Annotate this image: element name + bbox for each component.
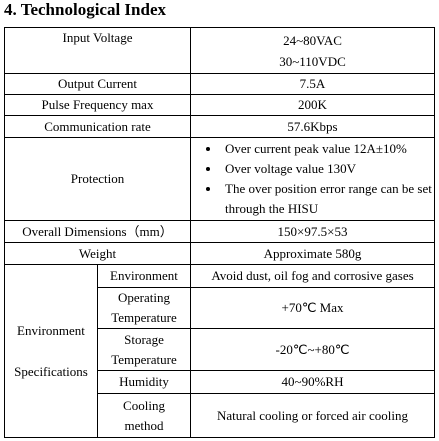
label-cell: Communication rate [4,115,191,138]
value-cell: 40~90%RH [190,370,435,394]
section-title: 4. Technological Index [4,0,167,19]
bullet-list: Over current peak value 12A±10% Over vol… [193,139,432,219]
label-cell: Storage Temperature [97,328,191,371]
bullet: Over voltage value 130V [221,159,432,179]
label-cell: Input Voltage [4,27,191,74]
row: Protection Over current peak value 12A±1… [4,137,435,221]
value: 30~110VDC [279,53,346,69]
row: Operating Temperature +70℃ Max [5,287,435,329]
row: Output Current 7.5A [4,73,435,95]
label: Input Voltage [62,30,133,45]
label-cell: Overall Dimensions（mm） [4,220,191,243]
row: Input Voltage 24~80VAC 30~110VDC [4,27,435,74]
group-label-cell: Environment Specifications [4,264,98,438]
row: Environment Specifications Environment A… [4,264,435,438]
value-cell: Over current peak value 12A±10% Over vol… [190,137,435,221]
label-cell: Cooling method [97,393,191,438]
label-cell: Pulse Frequency max [4,94,191,116]
row: Storage Temperature -20℃~+80℃ [5,328,435,371]
value-cell: 200K [190,94,435,116]
label-cell: Protection [4,137,191,221]
label-cell: Operating Temperature [97,287,191,329]
row: Humidity 40~90%RH [5,370,435,394]
value-cell: Approximate 580g [190,242,435,265]
label-cell: Humidity [97,370,191,394]
value-cell: 24~80VAC 30~110VDC [190,27,435,74]
group-label: Specifications [14,364,88,379]
row: Cooling method Natural cooling or forced… [5,393,435,438]
bullet: Over current peak value 12A±10% [221,139,432,159]
value-cell: +70℃ Max [190,287,435,329]
value-cell: 57.6Kbps [190,115,435,138]
value-cell: 7.5A [190,73,435,95]
spec-table: Input Voltage 24~80VAC 30~110VDC Output C… [4,27,435,438]
label-cell: Output Current [4,73,191,95]
value-cell: -20℃~+80℃ [190,328,435,371]
row: Pulse Frequency max 200K [4,94,435,116]
row: Weight Approximate 580g [4,242,435,265]
value-cell: Avoid dust, oil fog and corrosive gases [190,264,435,288]
row: Communication rate 57.6Kbps [4,115,435,138]
value: 24~80VAC [283,32,342,48]
value-cell: 150×97.5×53 [190,220,435,243]
group-label: Environment [17,323,85,338]
label-cell: Weight [4,242,191,265]
row: Overall Dimensions（mm） 150×97.5×53 [4,220,435,243]
label-cell: Environment [97,264,191,288]
bullet: The over position error range can be set… [221,179,432,219]
value-cell: Natural cooling or forced air cooling [190,393,435,438]
